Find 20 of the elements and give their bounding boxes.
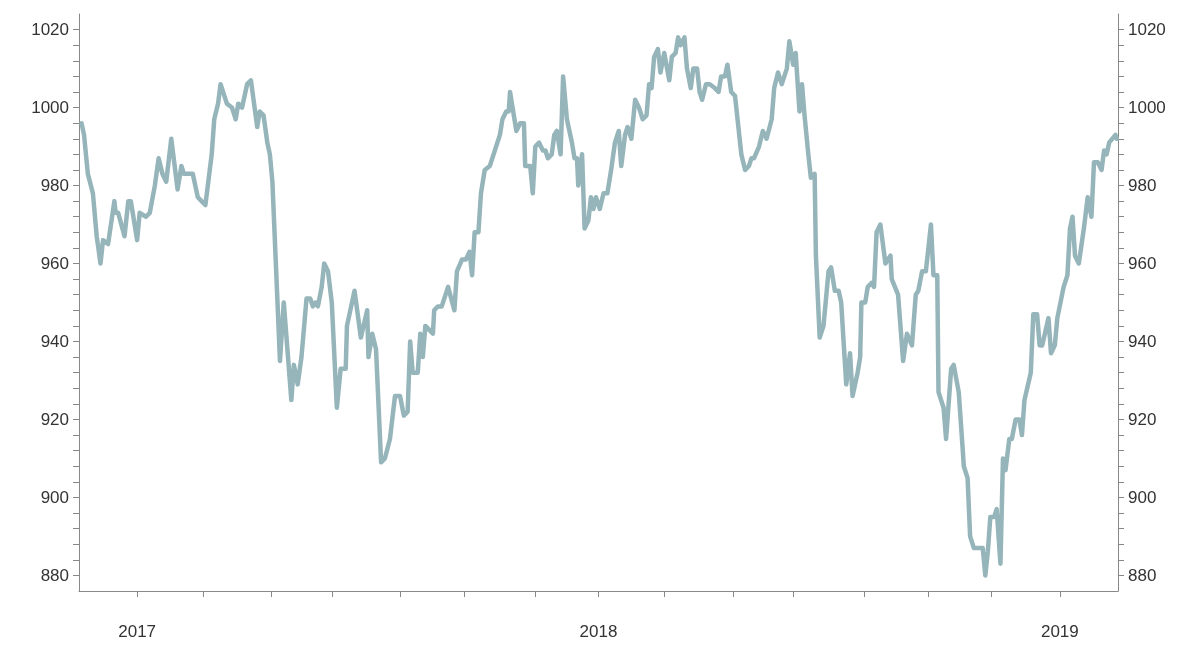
- x-tick-label: 2017: [118, 622, 157, 641]
- y-tick-label: 980: [40, 176, 69, 196]
- y-tick-label: 1020: [31, 20, 69, 40]
- y-tick-label: 940: [40, 331, 69, 351]
- y2-tick-label: 1000: [1128, 98, 1166, 118]
- y2-tick-label: 920: [1128, 409, 1157, 429]
- x-tick-label: 2018: [579, 622, 618, 641]
- y2-tick-label: 980: [1128, 176, 1157, 196]
- y-tick-label: 960: [40, 254, 69, 274]
- y-tick-label: 900: [40, 487, 69, 507]
- y-tick-label: 880: [40, 565, 69, 585]
- x-tick-label: 2019: [1040, 622, 1079, 641]
- y2-tick-label: 1020: [1128, 20, 1166, 40]
- y2-tick-label: 900: [1128, 487, 1157, 507]
- y2-tick-label: 940: [1128, 331, 1157, 351]
- y-tick-label: 920: [40, 409, 69, 429]
- y2-tick-label: 960: [1128, 254, 1157, 274]
- line-series: [79, 35, 1119, 578]
- y2-tick-label: 880: [1128, 565, 1157, 585]
- y-tick-label: 1000: [31, 98, 69, 118]
